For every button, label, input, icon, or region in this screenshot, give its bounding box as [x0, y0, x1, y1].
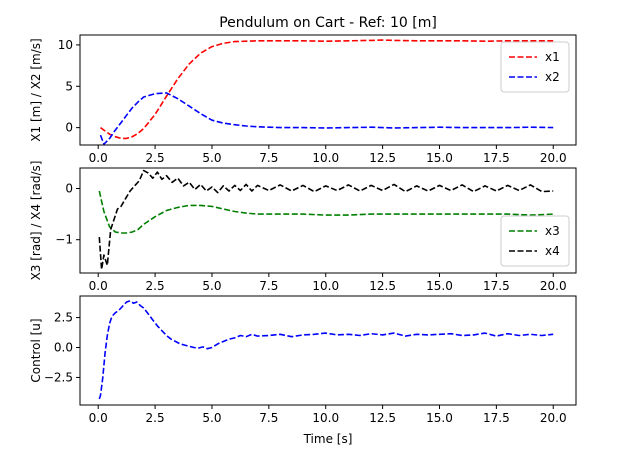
y-tick-label: −2.5 — [44, 370, 73, 384]
series-line-x4 — [98, 169, 554, 271]
x-tick-label: 10.0 — [312, 279, 339, 293]
x-tick-label: 17.5 — [483, 279, 510, 293]
figure-title: Pendulum on Cart - Ref: 10 [m] — [219, 15, 437, 31]
x-tick-label: 15.0 — [426, 411, 453, 425]
x-tick-label: 20.0 — [540, 279, 567, 293]
subplot-3: 0.0 2.5 5.0 7.5 10.0 12.5 15.0 17.5 20.0 2.5 0.0 −2… — [29, 295, 577, 425]
y-axis-label: Control [u] — [29, 318, 43, 382]
plot-area — [80, 296, 576, 405]
legend-box — [500, 41, 570, 93]
y-tick-label: 0 — [65, 181, 73, 195]
x-tick-label: 10.0 — [312, 151, 339, 165]
y-tick-label: 0.0 — [54, 341, 73, 355]
series-line-control — [98, 300, 554, 400]
x-tick-label: 12.5 — [369, 279, 396, 293]
subplot-1: 0.0 2.5 5.0 7.5 10.0 12.5 15.0 17.5 20.0 0 5 10 X1 [… — [29, 34, 577, 165]
legend-entry: x2 — [545, 70, 560, 84]
x-tick-label: 7.5 — [259, 411, 278, 425]
axes-frame — [79, 295, 577, 406]
plot-area — [80, 35, 576, 145]
y-tick-label: −1 — [55, 233, 73, 247]
x-tick-label: 15.0 — [426, 151, 453, 165]
series-line-x2 — [99, 92, 554, 145]
x-tick-label: 5.0 — [202, 279, 221, 293]
x-tick-label: 2.5 — [146, 151, 165, 165]
x-tick-label: 12.5 — [369, 151, 396, 165]
x-tick-label: 15.0 — [426, 279, 453, 293]
x-tick-label: 7.5 — [259, 279, 278, 293]
x-tick-label: 7.5 — [259, 151, 278, 165]
x-tick-label: 2.5 — [146, 279, 165, 293]
y-tick-label: 10 — [58, 38, 73, 52]
x-tick-label: 20.0 — [540, 411, 567, 425]
series-line-x3 — [98, 190, 554, 234]
y-axis-label: X3 [rad] / X4 [rad/s] — [29, 161, 43, 281]
y-tick-label: 2.5 — [54, 311, 73, 325]
x-tick-label: 0.0 — [89, 151, 108, 165]
legend-box — [500, 215, 570, 267]
subplot-2: 0.0 2.5 5.0 7.5 10.0 12.5 15.0 17.5 20.0 0 −1 X3 [r… — [29, 161, 577, 293]
x-tick-label: 10.0 — [312, 411, 339, 425]
x-tick-label: 5.0 — [202, 151, 221, 165]
x-tick-label: 17.5 — [483, 411, 510, 425]
legend-entry: x1 — [545, 50, 560, 64]
x-tick-label: 12.5 — [369, 411, 396, 425]
axes-frame — [79, 167, 577, 274]
x-tick-label: 0.0 — [89, 279, 108, 293]
axes-frame — [79, 34, 577, 146]
legend-entry: x3 — [545, 224, 560, 238]
plot-area — [80, 168, 576, 273]
y-tick-label: 5 — [65, 79, 73, 93]
x-tick-label: 2.5 — [146, 411, 165, 425]
x-tick-label: 20.0 — [540, 151, 567, 165]
x-tick-label: 17.5 — [483, 151, 510, 165]
x-tick-label: 5.0 — [202, 411, 221, 425]
x-axis-label: Time [s] — [303, 432, 353, 446]
x-tick-label: 0.0 — [89, 411, 108, 425]
y-axis-label: X1 [m] / X2 [m/s] — [29, 38, 43, 141]
y-tick-label: 0 — [65, 121, 73, 135]
legend-entry: x4 — [545, 244, 560, 258]
